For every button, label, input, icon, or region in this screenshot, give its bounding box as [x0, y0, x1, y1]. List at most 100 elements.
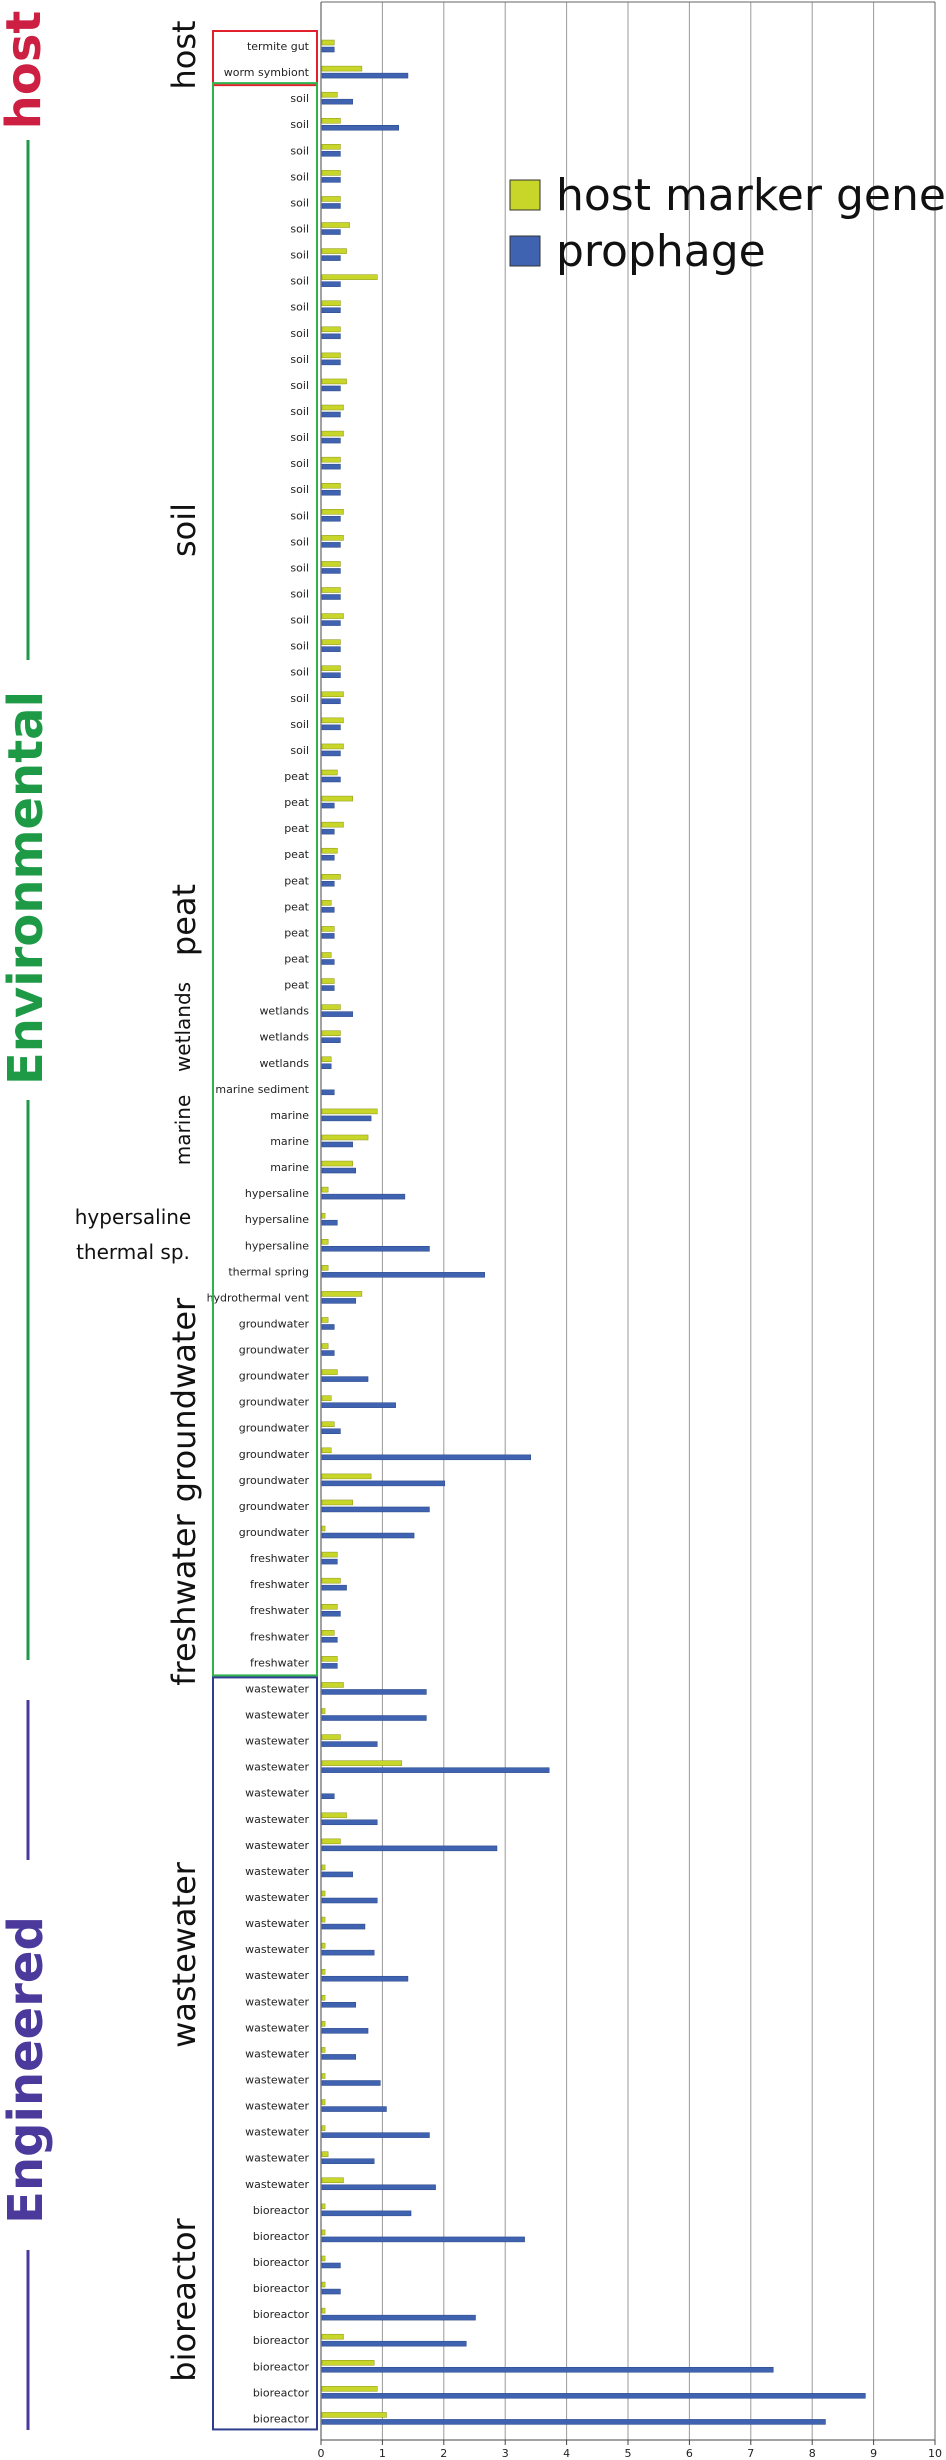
bar-host-marker-genes: [321, 2360, 375, 2366]
category-label: marine: [270, 1109, 309, 1122]
bar-host-marker-genes: [321, 1134, 369, 1141]
bar-prophage: [321, 2184, 436, 2191]
bar-host-marker-genes: [321, 1577, 341, 1584]
category-label: soil: [290, 744, 309, 757]
category-label: bioreactor: [253, 2256, 310, 2269]
bar-host-marker-genes: [321, 821, 344, 828]
tick-label-2: 2: [440, 2447, 447, 2460]
bar-prophage: [321, 1819, 378, 1826]
category-label: bioreactor: [253, 2334, 310, 2347]
category-label: groundwater: [239, 1448, 310, 1461]
category-label: soil: [290, 301, 309, 314]
bar-prophage: [321, 1272, 485, 1278]
category-label: wastewater: [245, 2126, 309, 2139]
bar-host-marker-genes: [321, 1108, 378, 1115]
category-label: bioreactor: [253, 2204, 310, 2217]
bar-prophage: [321, 1871, 353, 1878]
bar-prophage: [321, 437, 341, 444]
bar-prophage: [321, 411, 341, 418]
bar-host-marker-genes: [321, 874, 341, 880]
bar-host-marker-genes: [321, 456, 341, 463]
bar-prophage: [321, 255, 341, 261]
category-label: wastewater: [245, 1735, 309, 1748]
category-label: peat: [284, 926, 309, 939]
bar-host-marker-genes: [321, 1395, 332, 1401]
bar-host-marker-genes: [321, 926, 335, 932]
legend-swatch-prophage: [509, 235, 541, 267]
category-label: wastewater: [245, 1995, 309, 2008]
bar-host-marker-genes: [321, 1212, 326, 1219]
bar-host-marker-genes: [321, 847, 338, 854]
bar-host-marker-genes: [321, 2073, 326, 2079]
bar-host-marker-genes: [321, 39, 335, 46]
bar-host-marker-genes: [321, 1004, 341, 1010]
bar-host-marker-genes: [321, 587, 341, 593]
bar-host-marker-genes: [321, 1630, 335, 1636]
category-label: soil: [290, 118, 309, 131]
category-label: soil: [290, 379, 309, 392]
category-label: wastewater: [245, 1865, 309, 1878]
bar-prophage: [321, 1741, 378, 1747]
category-label: groundwater: [239, 1526, 310, 1539]
category-label: hypersaline: [245, 1187, 309, 1200]
bar-prophage: [321, 933, 335, 939]
bar-prophage: [321, 1793, 335, 1799]
bar-prophage: [321, 1298, 357, 1304]
bar-prophage: [321, 802, 335, 809]
bar-prophage: [321, 1141, 353, 1148]
x-axis-ticks: 0 1 2 3 4 5 6 7 8 9 10: [318, 2440, 942, 2460]
bar-host-marker-genes: [321, 769, 338, 776]
engineered-group-box: [212, 1676, 318, 2431]
category-label: freshwater: [250, 1656, 309, 1669]
tick-label-3: 3: [502, 2447, 509, 2460]
category-label: soil: [290, 535, 309, 548]
bar-prophage: [321, 1949, 375, 1956]
category-label: groundwater: [239, 1370, 310, 1383]
group-label-soil: soil: [165, 503, 203, 557]
bar-prophage: [321, 854, 335, 861]
category-label: peat: [284, 770, 309, 783]
category-label: wastewater: [245, 1813, 309, 1826]
category-label: soil: [290, 640, 309, 653]
category-label: soil: [290, 692, 309, 705]
category-label: bioreactor: [253, 2412, 310, 2425]
bar-prophage: [321, 1767, 550, 1773]
bar-host-marker-genes: [321, 1499, 353, 1506]
bar-prophage: [321, 2106, 387, 2112]
bar-host-marker-genes: [321, 2307, 326, 2314]
bar-prophage: [321, 2002, 357, 2008]
category-label: soil: [290, 275, 309, 288]
category-label: wastewater: [245, 2152, 309, 2165]
bar-prophage: [321, 985, 335, 991]
bar-host-marker-genes: [321, 1056, 332, 1063]
bar-prophage: [321, 2393, 866, 2399]
bar-host-marker-genes: [321, 1473, 372, 1480]
category-label: soil: [290, 223, 309, 236]
bar-prophage: [321, 1610, 341, 1617]
bar-prophage: [321, 489, 341, 496]
bar-prophage: [321, 672, 341, 678]
bar-host-marker-genes: [321, 691, 344, 698]
bar-host-marker-genes: [321, 404, 344, 411]
bar-prophage: [321, 2314, 476, 2321]
tick-label-6: 6: [686, 2447, 693, 2460]
bar-prophage: [321, 2028, 369, 2034]
tick-label-8: 8: [809, 2447, 816, 2460]
category-label: soil: [290, 327, 309, 340]
group-label-wastewater: wastewater: [165, 1861, 203, 2048]
bar-host-marker-genes: [321, 65, 363, 72]
bar-host-marker-genes: [321, 639, 341, 645]
bar-prophage: [321, 1715, 427, 1721]
bar-prophage: [321, 333, 341, 340]
bar-prophage: [321, 1558, 338, 1565]
bar-host-marker-genes: [321, 1291, 363, 1297]
tick-label-5: 5: [625, 2447, 632, 2460]
bar-host-marker-genes: [321, 1160, 353, 1167]
bar-host-marker-genes: [321, 2333, 344, 2340]
group-label-peat: peat: [165, 884, 203, 956]
bar-host-marker-genes: [321, 482, 341, 489]
category-label: wastewater: [245, 2021, 309, 2034]
bar-prophage: [321, 1532, 415, 1539]
bar-host-marker-genes: [321, 1186, 329, 1193]
bar-prophage: [321, 2132, 430, 2138]
